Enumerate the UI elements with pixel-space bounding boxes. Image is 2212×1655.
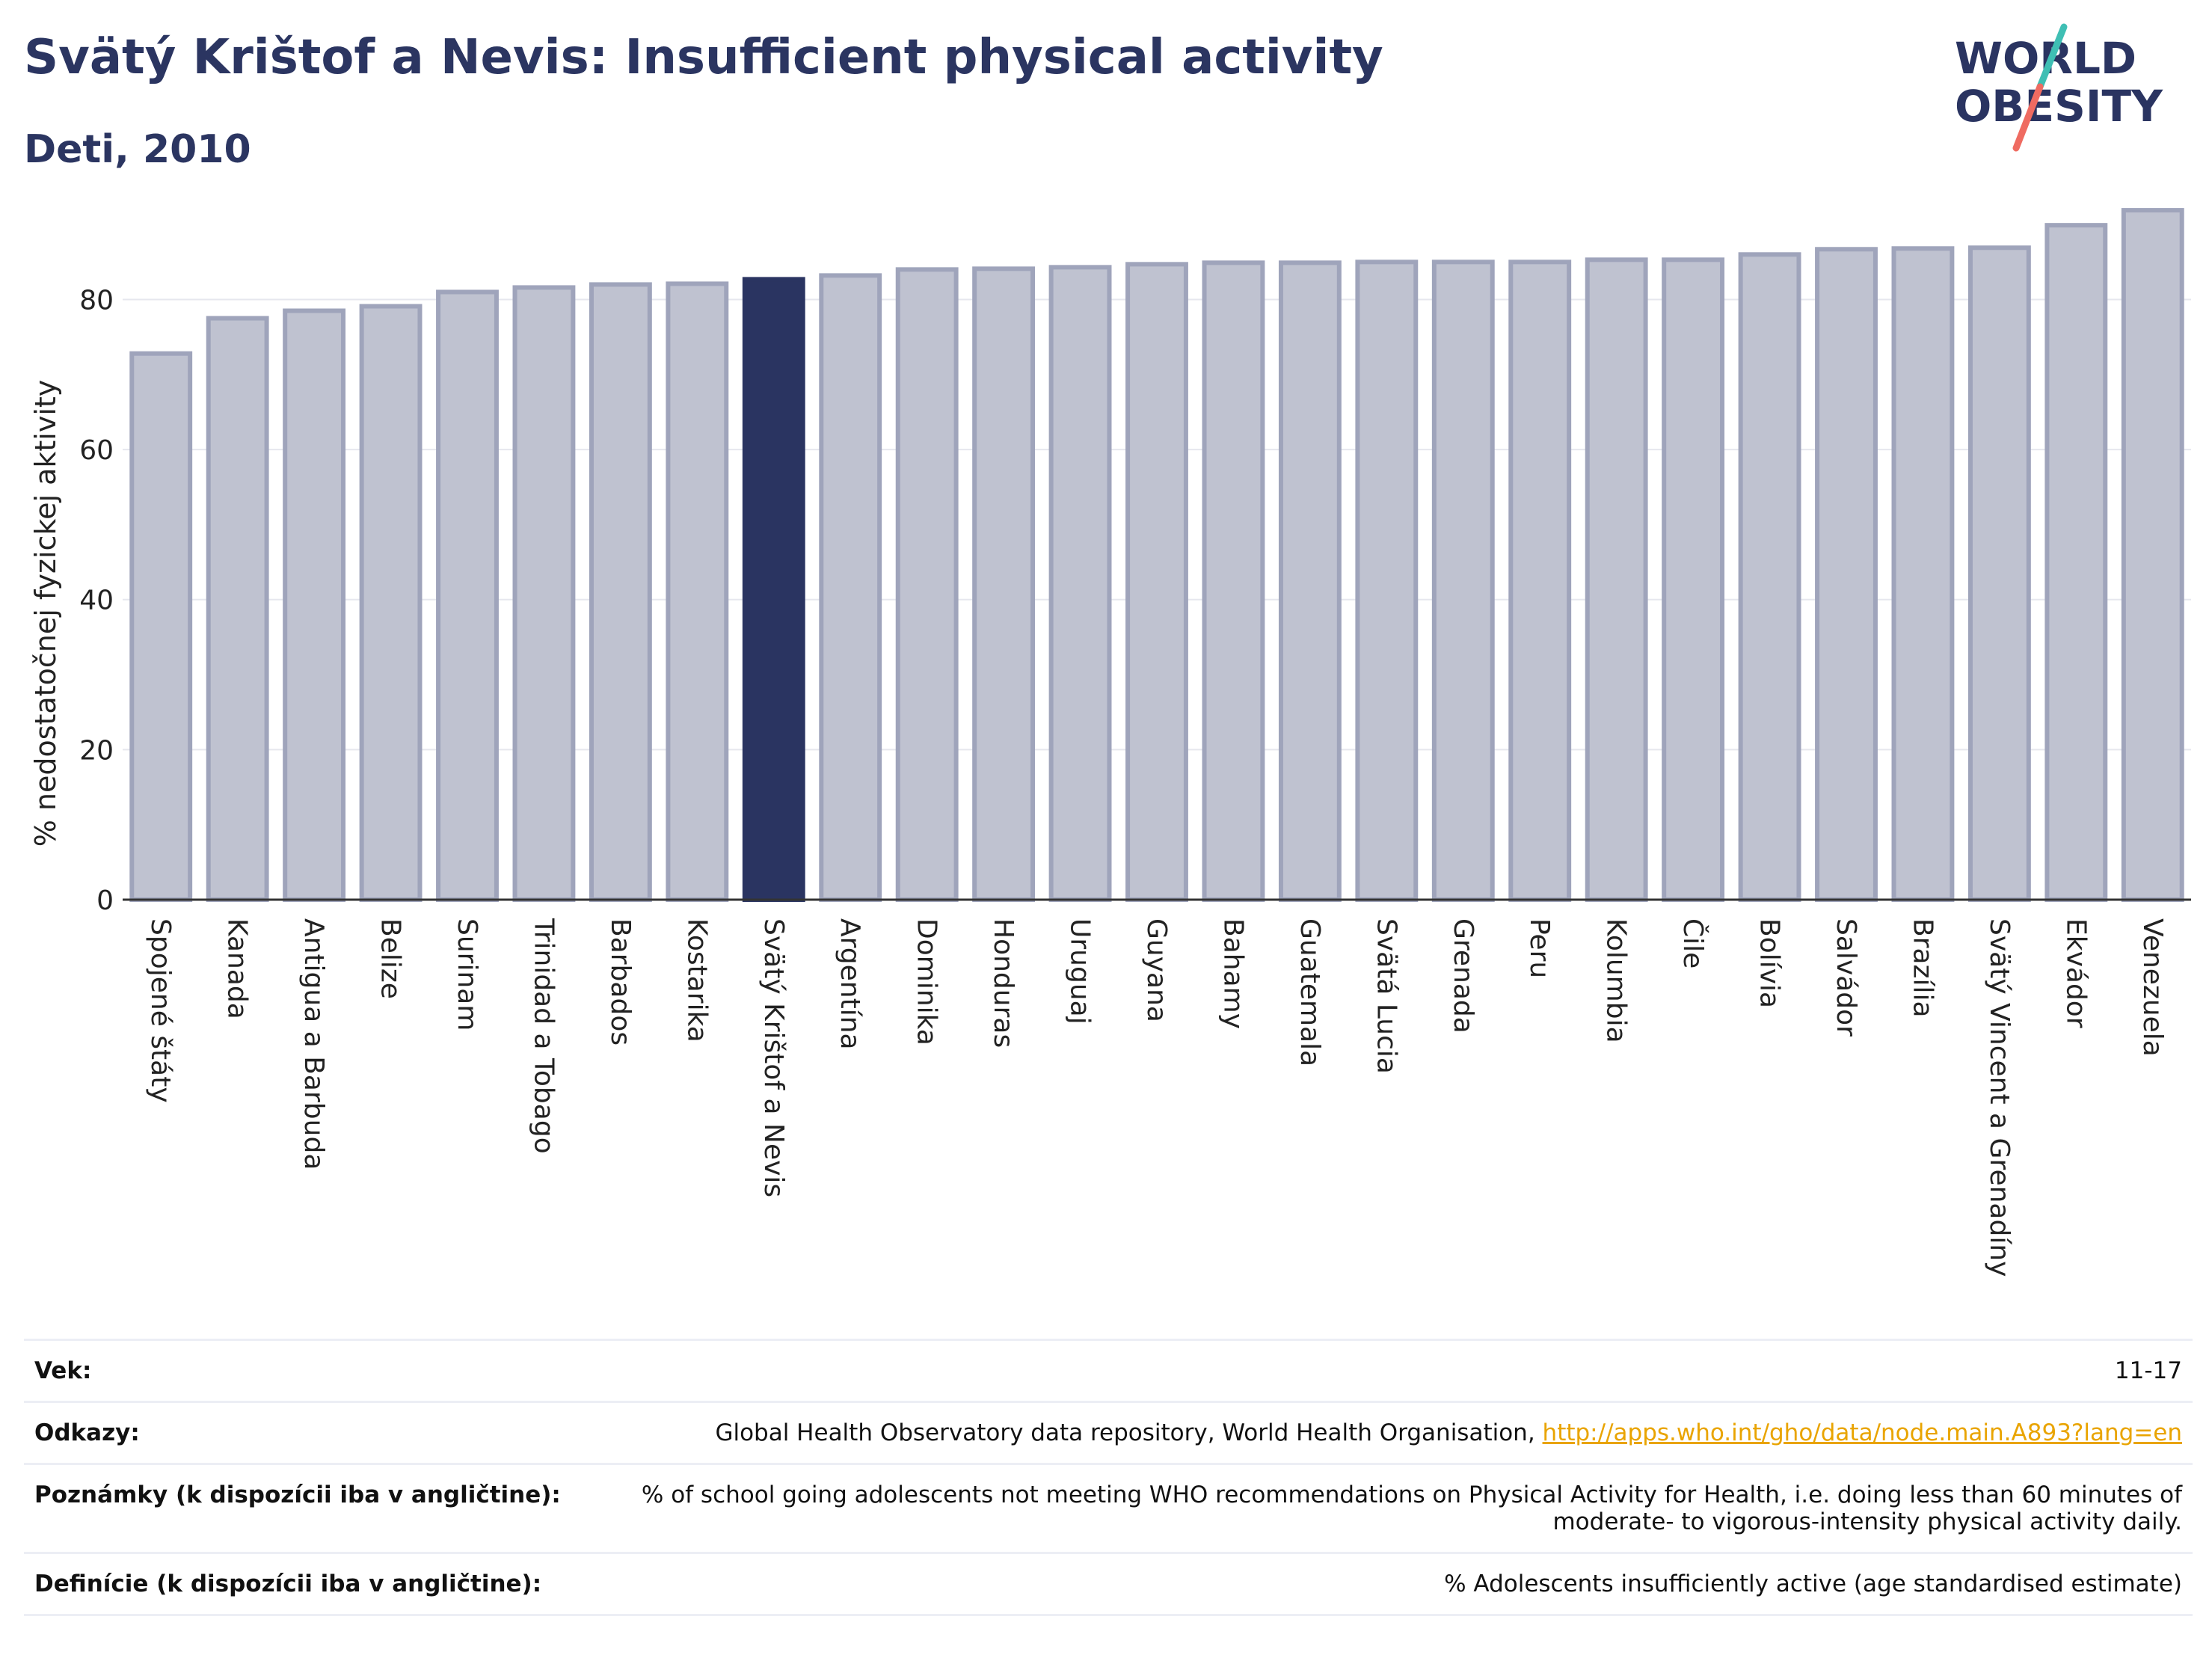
bar[interactable] bbox=[589, 282, 652, 902]
x-tick-label: Svätý Vincent a Grenadíny bbox=[1984, 918, 2015, 1277]
world-obesity-logo[interactable]: WORLD OBESITY bbox=[1944, 22, 2199, 157]
x-tick-label: Argentína bbox=[835, 918, 865, 1050]
x-tick-label: Grenada bbox=[1448, 918, 1478, 1034]
x-tick-label: Kostarika bbox=[681, 918, 712, 1043]
meta-label: Poznámky (k dispozícii iba v angličtine)… bbox=[24, 1463, 613, 1553]
bar-chart: 0 20 40 60 80 Spojené štáty Kanada Antigua a Ba… bbox=[29, 208, 2191, 1277]
meta-label: Odkazy: bbox=[24, 1401, 613, 1464]
x-tick-label: Čile bbox=[1677, 918, 1709, 968]
y-tick-label: 0 bbox=[96, 885, 114, 916]
x-tick-label: Venezuela bbox=[2137, 918, 2168, 1057]
x-tick-label: Spojené štáty bbox=[145, 918, 176, 1103]
meta-value: % Adolescents insufficiently active (age… bbox=[613, 1552, 2193, 1616]
x-tick-label: Honduras bbox=[988, 918, 1019, 1048]
meta-value: 11-17 bbox=[613, 1339, 2193, 1402]
x-tick-label: Antigua a Barbuda bbox=[298, 918, 329, 1170]
y-tick-label: 80 bbox=[79, 285, 114, 316]
x-tick-label: Uruguaj bbox=[1065, 918, 1096, 1025]
x-tick-label: Surinam bbox=[452, 918, 482, 1031]
meta-row-notes: Poznámky (k dispozícii iba v angličtine)… bbox=[24, 1463, 2193, 1553]
meta-row-references: Odkazy: Global Health Observatory data r… bbox=[24, 1401, 2193, 1464]
bar[interactable] bbox=[666, 281, 729, 903]
bar[interactable] bbox=[1815, 247, 1878, 903]
chart-title: Svätý Krištof a Nevis: Insufficient phys… bbox=[24, 30, 1383, 85]
metadata-table: Vek: 11-17 Odkazy: Global Health Observa… bbox=[24, 1339, 2193, 1616]
bar[interactable] bbox=[283, 308, 346, 902]
bar[interactable] bbox=[2121, 208, 2184, 902]
bars bbox=[129, 208, 2184, 903]
x-tick-label: Guyana bbox=[1141, 918, 1172, 1022]
meta-value: % of school going adolescents not meetin… bbox=[613, 1463, 2193, 1553]
x-tick-label: Kanada bbox=[222, 918, 253, 1019]
y-tick-label: 20 bbox=[79, 735, 114, 766]
bar[interactable] bbox=[1508, 260, 1572, 902]
meta-value-cell: Global Health Observatory data repositor… bbox=[613, 1401, 2193, 1464]
x-tick-label: Dominika bbox=[912, 918, 942, 1045]
bar[interactable] bbox=[1278, 260, 1342, 902]
chart-subtitle: Deti, 2010 bbox=[24, 127, 251, 172]
x-tick-label: Ekvádor bbox=[2060, 918, 2091, 1028]
meta-label: Definície (k dispozícii iba v angličtine… bbox=[24, 1552, 613, 1616]
bar[interactable] bbox=[2044, 223, 2108, 902]
logo-slash-teal bbox=[2036, 23, 2068, 90]
x-tick-label: Barbados bbox=[605, 918, 636, 1045]
y-tick-label: 40 bbox=[79, 586, 114, 616]
meta-row-definitions: Definície (k dispozícii iba v angličtine… bbox=[24, 1552, 2193, 1616]
bar[interactable] bbox=[1662, 257, 1725, 902]
bar[interactable] bbox=[1967, 245, 2031, 902]
bar[interactable] bbox=[1585, 257, 1648, 902]
x-tick-label: Svätá Lucia bbox=[1371, 918, 1401, 1074]
axes: 0 20 40 60 80 Spojené štáty Kanada Antigua a Ba… bbox=[79, 285, 2191, 1277]
x-tick-label: Belize bbox=[375, 918, 406, 999]
bar[interactable] bbox=[1048, 265, 1112, 902]
bar[interactable] bbox=[1202, 260, 1265, 902]
bar[interactable] bbox=[1891, 246, 1955, 902]
bar[interactable] bbox=[512, 285, 576, 902]
bar[interactable] bbox=[895, 267, 959, 903]
bar[interactable] bbox=[972, 266, 1036, 902]
x-tick-label: Kolumbia bbox=[1601, 918, 1632, 1043]
x-tick-label: Bolívia bbox=[1754, 918, 1785, 1008]
bar[interactable] bbox=[129, 351, 193, 902]
bar-highlighted[interactable] bbox=[742, 277, 805, 902]
meta-value: Global Health Observatory data repositor… bbox=[715, 1419, 1543, 1446]
source-link[interactable]: http://apps.who.int/gho/data/node.main.A… bbox=[1542, 1419, 2182, 1446]
bar[interactable] bbox=[359, 304, 423, 903]
x-tick-label: Bahamy bbox=[1217, 918, 1248, 1029]
x-tick-label: Svätý Krištof a Nevis bbox=[758, 918, 789, 1197]
x-tick-label: Guatemala bbox=[1294, 918, 1325, 1066]
bar[interactable] bbox=[1355, 260, 1419, 902]
bar[interactable] bbox=[1431, 260, 1495, 902]
bar[interactable] bbox=[819, 273, 882, 902]
bar[interactable] bbox=[206, 316, 269, 903]
y-tick-label: 60 bbox=[79, 435, 114, 466]
bar[interactable] bbox=[1738, 252, 1801, 902]
y-axis-label: % nedostatočnej fyzickej aktivity bbox=[29, 380, 62, 847]
meta-row-age: Vek: 11-17 bbox=[24, 1339, 2193, 1402]
x-tick-label: Trinidad a Tobago bbox=[528, 918, 559, 1154]
x-tick-label: Peru bbox=[1524, 918, 1555, 978]
bar[interactable] bbox=[1125, 262, 1188, 902]
x-tick-label: Brazília bbox=[1907, 918, 1938, 1018]
logo-line2: OBESITY bbox=[1955, 81, 2163, 132]
logo-slash-coral bbox=[2012, 83, 2044, 152]
meta-label: Vek: bbox=[24, 1339, 613, 1402]
bar[interactable] bbox=[436, 289, 499, 903]
x-tick-label: Salvádor bbox=[1831, 918, 1861, 1037]
